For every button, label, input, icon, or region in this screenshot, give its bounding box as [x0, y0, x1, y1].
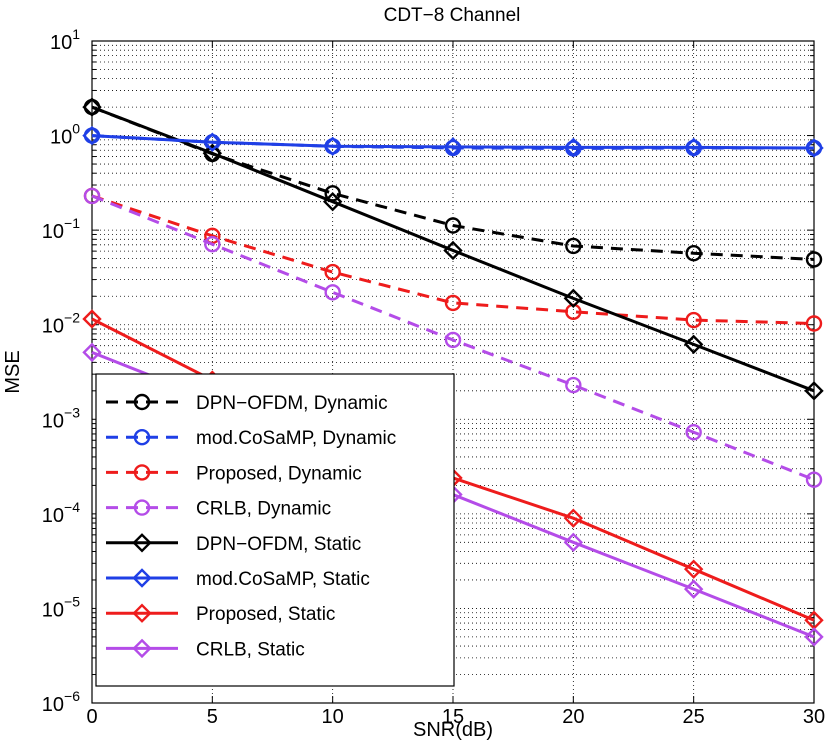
- data-point: [202, 132, 223, 152]
- data-point: [804, 138, 824, 158]
- y-axis-label: MSE: [2, 350, 24, 393]
- legend-item-2: Proposed, Dynamic: [106, 463, 362, 484]
- x-tick-label: 30: [803, 706, 825, 728]
- legend-item-4: DPN−OFDM, Static: [106, 533, 361, 555]
- data-point: [324, 263, 341, 281]
- series-line: [91, 194, 815, 325]
- data-point: [82, 309, 102, 329]
- chart-title: CDT−8 Channel: [384, 5, 521, 26]
- data-point: [685, 424, 702, 441]
- legend-item-1: mod.CoSaMP, Dynamic: [106, 428, 396, 449]
- data-point: [443, 137, 463, 157]
- legend-box: [95, 373, 455, 687]
- data-point: [805, 471, 823, 488]
- legend-item-7: CRLB, Static: [106, 638, 305, 660]
- legend-marker: [133, 393, 151, 411]
- data-point: [83, 187, 101, 205]
- legend-marker: [132, 638, 152, 659]
- legend-label: DPN−OFDM, Static: [196, 534, 361, 555]
- series-3: [83, 187, 823, 488]
- data-point: [565, 376, 582, 394]
- y-tick-label: 10−6: [42, 688, 80, 716]
- data-point: [563, 288, 584, 309]
- legend-label: Proposed, Dynamic: [196, 463, 362, 484]
- series-line: [91, 105, 815, 393]
- data-point: [444, 331, 462, 349]
- data-point: [443, 240, 463, 261]
- legend-item-3: CRLB, Dynamic: [106, 499, 331, 520]
- series-5: [82, 125, 824, 158]
- data-point: [565, 237, 582, 255]
- series-2: [83, 187, 823, 332]
- data-point: [804, 627, 824, 647]
- data-point: [563, 137, 584, 158]
- y-tick-label: 10−2: [42, 310, 80, 338]
- data-point: [82, 125, 102, 146]
- data-point: [82, 342, 102, 363]
- legend-label: DPN−OFDM, Dynamic: [196, 393, 388, 414]
- axis-ticks: 0 5 10 15 20 25 30 10−6 10−5 10−4 10−3 10−2 10−1 100 1…: [42, 26, 825, 728]
- x-tick-label: 0: [86, 706, 97, 728]
- series-line: [91, 194, 815, 482]
- legend-item-5: mod.CoSaMP, Static: [106, 568, 370, 590]
- data-point: [202, 143, 223, 163]
- legend-label: Proposed, Static: [196, 604, 335, 625]
- data-point: [804, 381, 824, 401]
- x-tick-label: 15: [442, 706, 464, 728]
- x-tick-label: 5: [207, 706, 218, 728]
- x-tick-label: 10: [322, 706, 344, 728]
- y-tick-label: 101: [50, 26, 80, 54]
- x-tick-label: 20: [562, 706, 584, 728]
- legend-marker: [133, 429, 151, 446]
- legend-label: CRLB, Dynamic: [196, 499, 331, 520]
- y-tick-label: 100: [50, 121, 80, 149]
- legend: DPN−OFDM, Dynamic mod.CoSaMP, Dynamic Prop…: [95, 373, 455, 687]
- y-tick-label: 10−4: [42, 499, 80, 527]
- y-tick-label: 10−5: [42, 593, 80, 621]
- data-point: [683, 579, 704, 599]
- data-point: [805, 315, 823, 332]
- legend-label: CRLB, Static: [196, 639, 305, 660]
- series-line: [91, 134, 815, 150]
- data-point: [683, 334, 704, 355]
- data-point: [322, 191, 343, 212]
- legend-label: mod.CoSaMP, Dynamic: [196, 428, 396, 449]
- legend-marker: [132, 533, 152, 553]
- data-point: [805, 251, 823, 268]
- data-point: [444, 294, 462, 312]
- x-axis-label: SNR(dB): [413, 719, 493, 741]
- legend-marker: [132, 568, 152, 588]
- y-tick-label: 10−3: [42, 404, 80, 432]
- data-point: [685, 311, 702, 329]
- data-point: [685, 245, 702, 262]
- legend-item-6: Proposed, Static: [106, 603, 335, 625]
- y-tick-label: 10−1: [42, 215, 80, 243]
- data-point: [204, 236, 221, 253]
- legend-marker: [133, 464, 151, 481]
- data-point: [683, 137, 704, 158]
- series-4: [82, 97, 824, 401]
- data-point: [82, 97, 102, 117]
- x-tick-label: 25: [683, 706, 705, 728]
- data-point: [324, 284, 341, 301]
- data-point: [683, 559, 704, 579]
- legend-marker: [132, 603, 152, 623]
- data-point: [563, 532, 584, 553]
- data-point: [322, 136, 343, 157]
- legend-item-0: DPN−OFDM, Dynamic: [106, 393, 388, 414]
- data-point: [563, 508, 584, 528]
- data-point: [444, 217, 462, 234]
- legend-label: mod.CoSaMP, Static: [196, 569, 370, 590]
- legend-marker: [133, 499, 151, 516]
